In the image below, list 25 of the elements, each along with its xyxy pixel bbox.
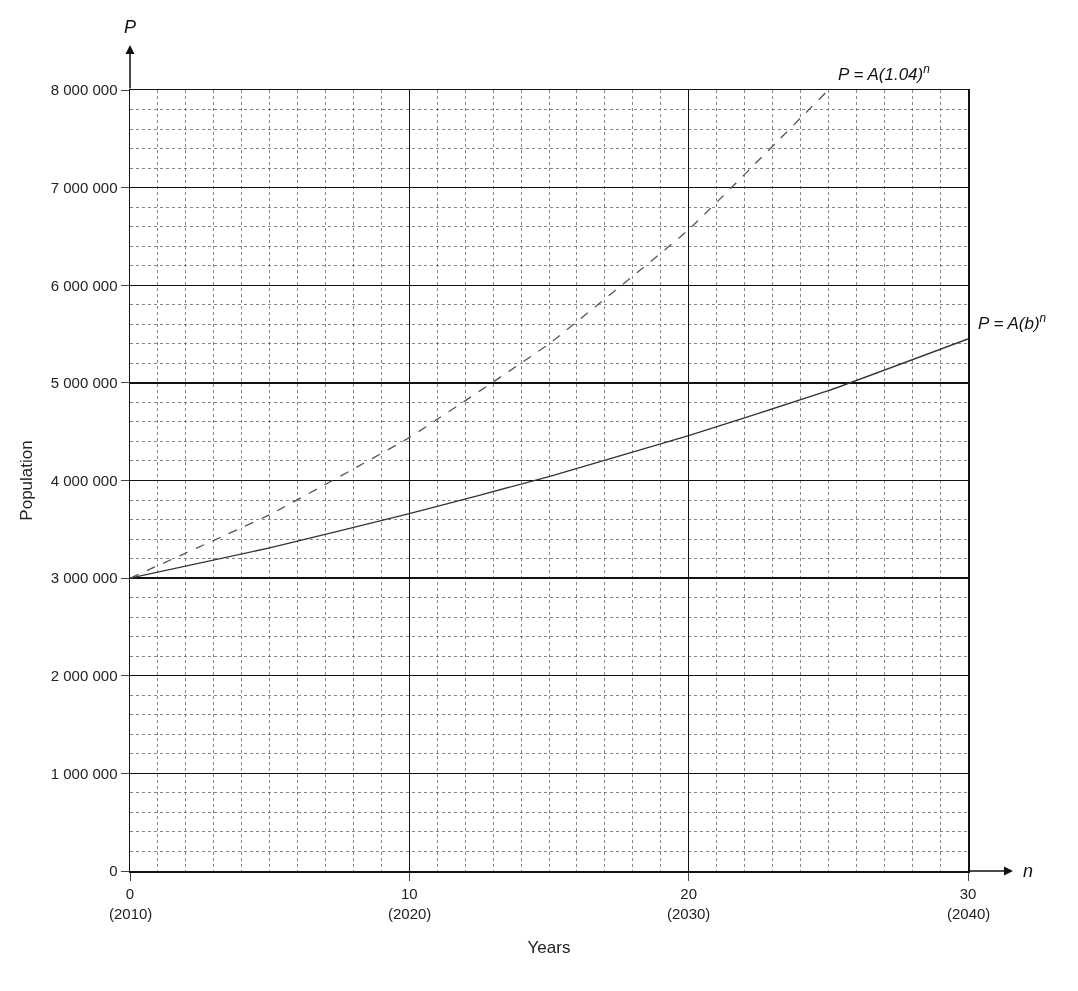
y-tick-label: 5 000 000 <box>50 374 118 392</box>
line-series <box>130 338 968 579</box>
y-tick-label: 8 000 000 <box>50 81 118 99</box>
x-tick-label: 10 <box>400 884 418 902</box>
y-tick-label: 1 000 000 <box>50 764 118 782</box>
text: (2010) <box>109 905 153 922</box>
y-tick-label: 7 000 000 <box>50 178 118 196</box>
text: (2040) <box>947 905 991 922</box>
text: n <box>1023 861 1034 881</box>
text: (2020) <box>388 905 432 922</box>
y-tick-label: 3 000 000 <box>50 569 118 587</box>
y-tick-label: 6 000 000 <box>50 276 118 294</box>
x-tick-label: 20 <box>680 884 698 902</box>
x-tick-label: 0 <box>125 884 135 902</box>
annotation: P = A(b)$^{n}$ <box>978 311 1047 334</box>
x-axis-title: Years <box>527 937 571 957</box>
annotation: P = A(1.04)$^{n}$ <box>838 62 931 85</box>
y-tick-label: 0 <box>109 862 118 880</box>
text: (2030) <box>667 905 711 922</box>
y-tick-label: 4 000 000 <box>50 471 118 489</box>
line-series <box>130 90 829 579</box>
text: P <box>124 17 137 37</box>
x-tick-label: 30 <box>959 884 977 902</box>
y-tick-label: 2 000 000 <box>50 667 118 684</box>
y-axis-title: Population <box>16 440 36 521</box>
